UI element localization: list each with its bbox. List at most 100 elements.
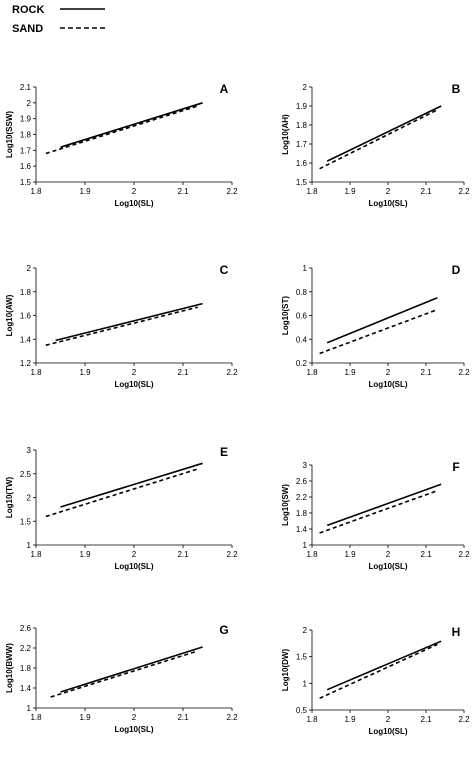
- y-axis-label: Log10(SSW): [5, 111, 14, 158]
- panel-label: H: [452, 625, 461, 639]
- x-tick-label: 1.8: [306, 187, 318, 196]
- y-tick-label: 1.5: [20, 178, 32, 187]
- y-tick-label: 1.6: [20, 162, 32, 171]
- panel-label: E: [220, 445, 228, 459]
- x-tick-label: 2.1: [420, 187, 432, 196]
- y-tick-label: 2.6: [296, 477, 308, 486]
- legend: ROCK SAND: [12, 4, 105, 35]
- x-tick-label: 2.1: [177, 187, 189, 196]
- x-tick-label: 2.2: [458, 550, 470, 559]
- y-tick-label: 1.7: [20, 146, 32, 155]
- x-tick-label: 2.2: [458, 368, 470, 377]
- panel-label: D: [452, 263, 461, 277]
- y-tick-label: 1.8: [296, 509, 308, 518]
- x-tick-label: 2.1: [420, 550, 432, 559]
- y-tick-label: 2: [303, 626, 308, 635]
- y-tick-label: 2: [27, 494, 32, 503]
- y-tick-label: 1.9: [296, 102, 308, 111]
- series-line-sand: [319, 489, 438, 534]
- x-tick-label: 2.2: [226, 368, 238, 377]
- x-tick-label: 2.1: [177, 368, 189, 377]
- panel-label: F: [452, 460, 459, 474]
- y-axis-label: Log10(AH): [281, 114, 290, 155]
- chart-panel-c: 1.2 1.4 1.6 1.8 2 1.8 1.9 2 2.1 2.2 Log10(SL) Log10…: [5, 263, 238, 389]
- series-line-rock: [60, 646, 203, 693]
- series-line-sand: [50, 650, 198, 698]
- y-tick-label: 1: [27, 704, 32, 713]
- x-axis-label: Log10(SL): [114, 725, 153, 734]
- x-tick-label: 1.9: [344, 187, 356, 196]
- series-line-rock: [55, 302, 203, 342]
- panel-label: B: [452, 82, 461, 96]
- series-line-rock: [326, 105, 442, 162]
- x-tick-label: 1.9: [344, 550, 356, 559]
- y-tick-label: 1.4: [20, 684, 32, 693]
- series-line-rock: [60, 102, 203, 148]
- y-tick-label: 3: [27, 446, 32, 455]
- y-tick-label: 0.8: [296, 288, 308, 297]
- x-tick-label: 1.8: [30, 368, 42, 377]
- y-tick-label: 2.1: [20, 83, 32, 92]
- chart-panel-g: 1 1.4 1.8 2.2 2.6 1.8 1.9 2 2.1 2.2 Log10(SL) Log10…: [5, 623, 238, 734]
- y-axis-label: Log10(ST): [281, 296, 290, 335]
- y-tick-label: 0.6: [296, 312, 308, 321]
- y-tick-label: 2.6: [20, 624, 32, 633]
- legend-label-sand: SAND: [12, 23, 43, 35]
- x-tick-label: 1.8: [306, 368, 318, 377]
- series-line-sand: [319, 109, 438, 170]
- x-tick-label: 2: [386, 187, 391, 196]
- x-tick-label: 1.8: [306, 715, 318, 724]
- x-tick-label: 2: [132, 713, 137, 722]
- legend-label-rock: ROCK: [12, 4, 44, 16]
- x-tick-label: 2.2: [226, 550, 238, 559]
- y-tick-label: 1: [303, 541, 308, 550]
- x-tick-label: 1.8: [306, 550, 318, 559]
- x-tick-label: 2.1: [420, 715, 432, 724]
- x-tick-label: 2.2: [458, 187, 470, 196]
- panel-label: A: [220, 82, 229, 96]
- y-axis-label: Log10(BWW): [5, 643, 14, 693]
- x-tick-label: 1.9: [79, 713, 91, 722]
- series-line-rock: [326, 483, 442, 527]
- chart-panels: 1.5 1.6 1.7 1.8 1.9 2 2.1 1.8 1.9 2 2.1 2.2 Log10(SL…: [5, 82, 470, 736]
- y-tick-label: 1.2: [20, 359, 32, 368]
- y-tick-label: 1.6: [296, 159, 308, 168]
- series-line-sand: [319, 643, 438, 700]
- x-tick-label: 2.1: [177, 550, 189, 559]
- y-tick-label: 2: [27, 99, 32, 108]
- x-tick-label: 1.8: [30, 550, 42, 559]
- x-tick-label: 2: [386, 550, 391, 559]
- chart-panel-e: 1 1.5 2 2.5 3 1.8 1.9 2 2.1 2.2 Log10(SL) Log10(TW)…: [5, 445, 238, 571]
- x-tick-label: 1.9: [79, 550, 91, 559]
- chart-panel-d: 0.2 0.4 0.6 0.8 1 1.8 1.9 2 2.1 2.2 Log10(SL) Log10…: [281, 263, 470, 389]
- x-axis-label: Log10(SL): [114, 562, 153, 571]
- x-tick-label: 1.9: [344, 368, 356, 377]
- x-tick-label: 2.2: [458, 715, 470, 724]
- x-tick-label: 2: [386, 715, 391, 724]
- y-tick-label: 1: [303, 679, 308, 688]
- series-line-sand: [319, 308, 438, 355]
- chart-panel-h: 0.5 1 1.5 2 1.8 1.9 2 2.1 2.2 Log10(SL) Log10(DW) H: [281, 625, 470, 736]
- y-tick-label: 1.4: [296, 525, 308, 534]
- x-axis-label: Log10(SL): [368, 562, 407, 571]
- y-tick-label: 0.5: [296, 706, 308, 715]
- x-tick-label: 2.2: [226, 187, 238, 196]
- x-tick-label: 2: [386, 368, 391, 377]
- y-tick-label: 1.4: [20, 335, 32, 344]
- chart-panel-a: 1.5 1.6 1.7 1.8 1.9 2 2.1 1.8 1.9 2 2.1 2.2 Log10(SL…: [5, 82, 238, 208]
- y-tick-label: 2: [303, 83, 308, 92]
- x-tick-label: 2.2: [226, 713, 238, 722]
- y-axis-label: Log10(TW): [5, 477, 14, 519]
- y-tick-label: 3: [303, 461, 308, 470]
- y-tick-label: 2.2: [296, 493, 308, 502]
- panel-label: C: [220, 263, 229, 277]
- series-line-sand: [45, 306, 198, 346]
- x-tick-label: 1.9: [344, 715, 356, 724]
- y-tick-label: 2.5: [20, 470, 32, 479]
- x-tick-label: 2: [132, 550, 137, 559]
- y-tick-label: 2: [27, 264, 32, 273]
- chart-panel-b: 1.5 1.6 1.7 1.8 1.9 2 1.8 1.9 2 2.1 2.2 Log10(SL) Lo…: [281, 82, 470, 208]
- y-axis-label: Log10(SW): [281, 484, 290, 526]
- y-tick-label: 1.8: [20, 288, 32, 297]
- series-line-rock: [60, 462, 203, 508]
